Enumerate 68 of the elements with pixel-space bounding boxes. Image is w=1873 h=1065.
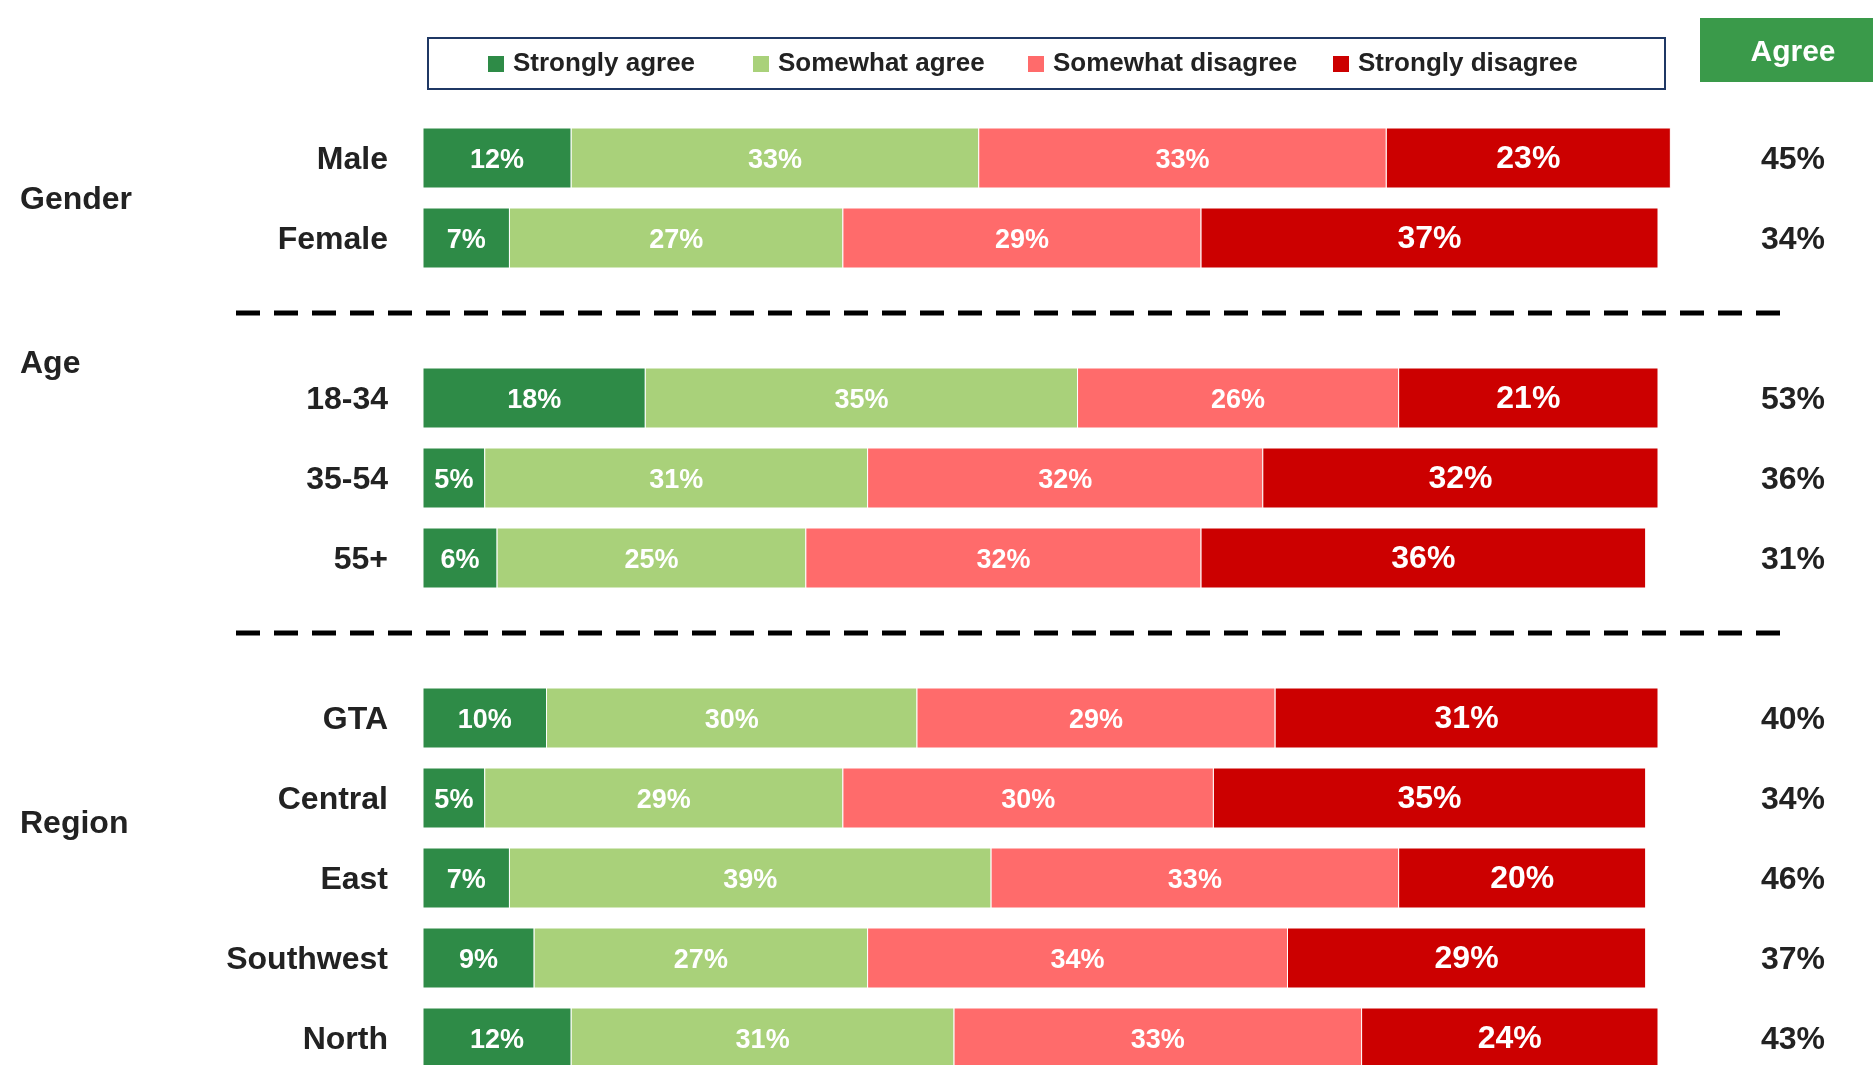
data-label: 29% <box>1434 939 1499 975</box>
data-label: 33% <box>1155 144 1210 174</box>
data-label: 9% <box>459 944 499 974</box>
data-label: 21% <box>1496 379 1561 415</box>
data-label: 25% <box>624 544 679 574</box>
data-label: 24% <box>1477 1019 1542 1055</box>
data-label: 12% <box>470 144 525 174</box>
data-label: 7% <box>446 864 486 894</box>
data-label: 33% <box>1167 864 1222 894</box>
text: 45% <box>1760 140 1826 176</box>
text: 34% <box>1760 780 1826 816</box>
text: 34% <box>1760 220 1826 256</box>
data-label: 5% <box>434 784 474 814</box>
y-tick-label: East <box>320 860 389 896</box>
y-tick-label: Male <box>316 140 388 176</box>
y-tick-label: 35-54 <box>306 460 389 496</box>
text: Agree <box>1750 34 1836 67</box>
text: 40% <box>1760 700 1826 736</box>
data-label: 26% <box>1211 384 1266 414</box>
data-label: 34% <box>1050 944 1105 974</box>
data-label: 30% <box>704 704 759 734</box>
y-tick-label: 55+ <box>333 540 388 576</box>
text: 53% <box>1760 380 1826 416</box>
data-label: 29% <box>994 224 1049 254</box>
text: 37% <box>1760 940 1826 976</box>
legend-label: Somewhat disagree <box>1053 47 1298 77</box>
data-label: 30% <box>1001 784 1056 814</box>
text: 31% <box>1760 540 1826 576</box>
data-label: 35% <box>1397 779 1462 815</box>
data-label: 20% <box>1490 859 1555 895</box>
y-tick-label: GTA <box>322 700 388 736</box>
data-label: 33% <box>747 144 802 174</box>
data-label: 36% <box>1391 539 1456 575</box>
text: Gender <box>20 180 133 216</box>
text: Region <box>20 804 129 840</box>
y-tick-label: Central <box>277 780 388 816</box>
legend-label: Strongly disagree <box>1358 47 1578 77</box>
data-label: 32% <box>1038 464 1093 494</box>
legend-label: Strongly agree <box>513 47 696 77</box>
data-label: 7% <box>446 224 486 254</box>
data-label: 33% <box>1130 1024 1185 1054</box>
text: Age <box>20 344 81 380</box>
data-label: 10% <box>457 704 512 734</box>
data-label: 27% <box>673 944 728 974</box>
y-tick-label: Southwest <box>226 940 389 976</box>
y-tick-label: 18-34 <box>306 380 389 416</box>
data-label: 12% <box>470 1024 525 1054</box>
data-label: 29% <box>1069 704 1124 734</box>
data-label: 31% <box>735 1024 790 1054</box>
text: 46% <box>1760 860 1826 896</box>
data-label: 35% <box>834 384 889 414</box>
legend-label: Somewhat agree <box>778 47 985 77</box>
data-label: 32% <box>976 544 1031 574</box>
data-label: 18% <box>507 384 562 414</box>
data-label: 29% <box>636 784 691 814</box>
data-label: 31% <box>649 464 704 494</box>
data-label: 32% <box>1428 459 1493 495</box>
data-label: 6% <box>440 544 480 574</box>
data-label: 37% <box>1397 219 1462 255</box>
y-tick-label: North <box>302 1020 388 1056</box>
data-label: 5% <box>434 464 474 494</box>
text: 43% <box>1760 1020 1826 1056</box>
data-label: 31% <box>1434 699 1499 735</box>
y-tick-label: Female <box>277 220 388 256</box>
text: 36% <box>1760 460 1826 496</box>
data-label: 39% <box>723 864 778 894</box>
data-label: 23% <box>1496 139 1561 175</box>
data-label: 27% <box>649 224 704 254</box>
